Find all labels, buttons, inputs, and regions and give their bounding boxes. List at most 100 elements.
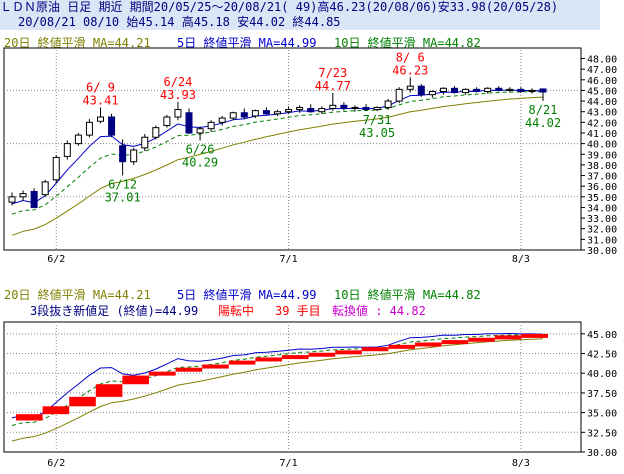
high-annotation-date: 6/24 [163, 75, 192, 89]
upper-y-tick-label: 44.00 [587, 97, 617, 108]
new-price-bar [255, 357, 282, 362]
lower-ma5-line [11, 332, 544, 419]
candle-body [495, 87, 503, 91]
upper-y-tick-label: 48.00 [587, 55, 617, 66]
candle-body [506, 88, 514, 91]
upper-y-tick-label: 43.00 [587, 108, 617, 119]
new-price-bar [361, 347, 389, 352]
new-price-bar [228, 360, 256, 365]
candle-body [196, 128, 204, 134]
new-price-label: 3段抜き新値足 (終値)=44.99 [30, 304, 199, 318]
candle-body [130, 149, 138, 163]
candle-body [362, 106, 370, 111]
candle-body [19, 193, 27, 198]
upper-y-tick-label: 47.00 [587, 65, 617, 76]
ma10-line [11, 91, 543, 215]
upper-y-tick-label: 39.00 [587, 150, 617, 161]
new-price-bar [308, 352, 336, 357]
candle-body [439, 87, 447, 92]
chart-title-line: ＬＤＮ原油 日足 期近 期間20/05/25～20/08/21( 49)高46.… [0, 0, 600, 15]
upper-y-tick-label: 46.00 [587, 76, 617, 87]
candle-body [141, 136, 149, 149]
new-price-bar [468, 337, 495, 342]
upper-y-tick-label: 36.00 [587, 182, 617, 193]
lower-y-tick-label: 30.00 [587, 448, 617, 459]
candle-body [108, 116, 116, 136]
candle-body [207, 121, 215, 130]
new-price-bar [16, 414, 43, 421]
candle-body [351, 106, 359, 110]
new-price-bar [69, 396, 96, 407]
candle-body [528, 89, 536, 92]
candle-body [307, 108, 315, 113]
candle-body [262, 110, 270, 115]
ma5-legend-bottom: 5日 終値平滑 MA=44.99 [177, 288, 317, 302]
candle-body [52, 156, 60, 181]
high-annotation-date: 8/ 6 [396, 50, 425, 64]
candle-body [74, 134, 82, 145]
candle-body [251, 110, 259, 117]
candle-body [373, 106, 381, 111]
ma20-line [11, 96, 544, 236]
candle-body [340, 104, 348, 110]
upper-y-tick-label: 37.00 [587, 172, 617, 183]
high-annotation-value: 46.23 [392, 63, 428, 77]
candle-body [296, 106, 304, 111]
upper-y-tick-label: 41.00 [587, 129, 617, 140]
new-price-bar [441, 340, 469, 345]
new-price-bar [95, 384, 123, 397]
lower-y-tick-label: 45.00 [587, 330, 617, 341]
candle-body [8, 196, 16, 203]
upper-y-tick-label: 30.00 [587, 246, 617, 257]
candle-body [174, 109, 182, 118]
low-annotation-date: 8/21 [529, 103, 558, 117]
candle-body [318, 108, 326, 113]
candle-body [473, 88, 481, 92]
ma5-legend-top: 5日 終値平滑 MA=44.99 [177, 36, 317, 50]
lower-ma10-line [11, 334, 544, 426]
new-price-bar [202, 364, 229, 369]
new-price-bar [42, 406, 70, 415]
upper-y-tick-label: 40.00 [587, 140, 617, 151]
new-price-bar [388, 344, 415, 349]
lower-x-tick-label: 8/3 [512, 458, 530, 469]
candle-body [329, 104, 337, 110]
ma10-legend-top: 10日 終値平滑 MA=44.82 [334, 36, 481, 50]
lower-y-tick-label: 42.50 [587, 350, 617, 361]
candle-body [384, 100, 392, 108]
candle-body [428, 90, 436, 96]
new-price-bar [335, 350, 362, 355]
lower-y-tick-label: 40.00 [587, 369, 617, 380]
upper-y-tick-label: 45.00 [587, 86, 617, 97]
low-annotation-date: 6/12 [108, 177, 137, 191]
lower-ma20-line [11, 338, 544, 442]
upper-y-tick-label: 32.00 [587, 225, 617, 236]
low-annotation-value: 37.01 [105, 190, 141, 204]
low-annotation-date: 7/31 [363, 113, 392, 127]
candle-body [539, 88, 547, 93]
lower-y-tick-label: 35.00 [587, 409, 617, 420]
low-annotation-value: 43.05 [359, 126, 395, 140]
ma10-legend-bottom: 10日 終値平滑 MA=44.82 [334, 288, 481, 302]
trend-status: 陽転中 [218, 304, 255, 318]
candle-body [240, 112, 248, 118]
candle-body [451, 87, 458, 94]
candle-body [119, 145, 127, 163]
upper-y-tick-label: 33.00 [587, 214, 617, 225]
candle-body [395, 88, 403, 102]
new-price-bar [494, 335, 522, 340]
high-annotation-date: 6/ 9 [86, 80, 115, 94]
candle-body [517, 88, 525, 92]
upper-y-tick-label: 31.00 [587, 235, 617, 246]
upper-x-tick-label: 8/3 [512, 254, 530, 265]
candle-body [218, 117, 226, 123]
lower-x-tick-label: 7/1 [280, 458, 298, 469]
candle-body [462, 88, 470, 94]
candle-body [41, 181, 49, 196]
candle-body [85, 121, 93, 136]
candle-body [274, 111, 281, 115]
reversal-value: 転換値 : 44.82 [332, 304, 426, 318]
chart-ohlc-line: 20/08/21 08/10 始45.14 高45.18 安44.02 終44.… [0, 15, 600, 30]
new-price-bar [521, 333, 548, 338]
